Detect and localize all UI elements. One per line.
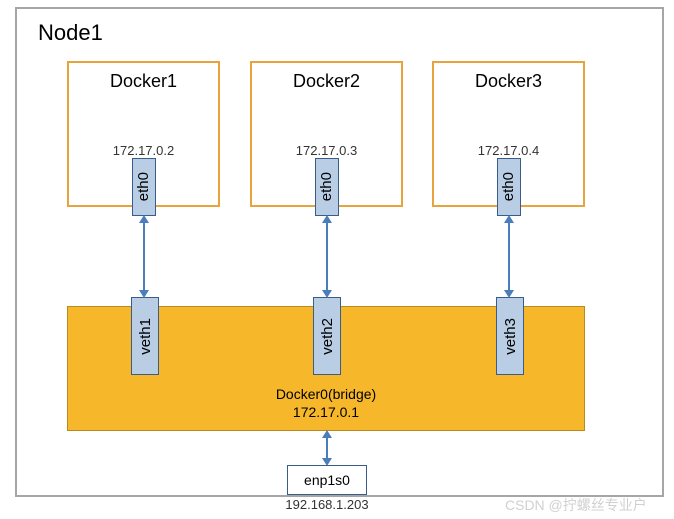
eth-iface: eth0 <box>132 158 156 216</box>
bridge-label: Docker0(bridge) <box>67 386 585 402</box>
arrow-down-icon <box>322 290 332 298</box>
docker-ip: 172.17.0.2 <box>94 143 194 158</box>
eth-label: eth0 <box>500 172 517 201</box>
arrow-up-icon <box>322 215 332 223</box>
veth-iface: veth3 <box>496 297 524 375</box>
node-title: Node1 <box>38 20 103 46</box>
docker-title: Docker1 <box>67 71 220 92</box>
arrow-down-icon <box>139 290 149 298</box>
docker-title: Docker2 <box>250 71 403 92</box>
connector-line <box>508 222 510 291</box>
docker-ip: 172.17.0.4 <box>459 143 559 158</box>
connector-line <box>326 437 328 459</box>
watermark: CSDN @拧螺丝专业户 <box>505 495 647 515</box>
arrow-up-icon <box>139 215 149 223</box>
docker-ip: 172.17.0.3 <box>277 143 377 158</box>
veth-iface: veth2 <box>313 297 341 375</box>
nic-label: enp1s0 <box>304 472 350 488</box>
nic-box: enp1s0 <box>287 465 367 495</box>
arrow-down-icon <box>504 290 514 298</box>
connector-line <box>326 222 328 291</box>
arrow-up-icon <box>322 430 332 438</box>
eth-iface: eth0 <box>497 158 521 216</box>
docker-title: Docker3 <box>432 71 585 92</box>
veth-label: veth2 <box>319 318 336 355</box>
eth-label: eth0 <box>318 172 335 201</box>
veth-label: veth3 <box>502 318 519 355</box>
eth-label: eth0 <box>135 172 152 201</box>
connector-line <box>143 222 145 291</box>
arrow-up-icon <box>504 215 514 223</box>
nic-ip: 192.168.1.203 <box>272 497 382 512</box>
veth-label: veth1 <box>137 318 154 355</box>
bridge-ip: 172.17.0.1 <box>67 404 585 420</box>
veth-iface: veth1 <box>131 297 159 375</box>
eth-iface: eth0 <box>315 158 339 216</box>
